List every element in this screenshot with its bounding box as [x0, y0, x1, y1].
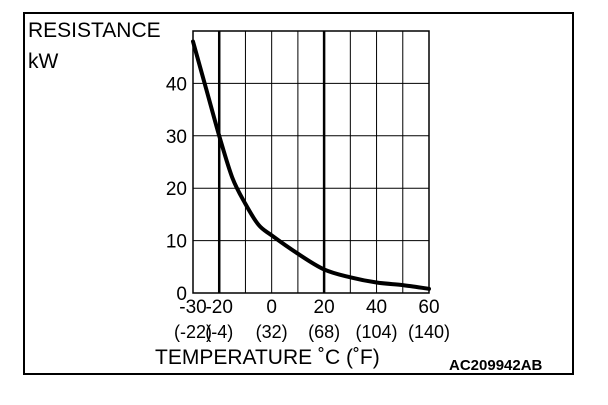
- x-tick-label-f: (68): [308, 322, 340, 342]
- x-tick-labels: -30-20 0 20 40 60: [179, 297, 439, 318]
- y-tick-label: 30: [166, 127, 187, 148]
- x-tick-label-f: (140): [408, 322, 450, 342]
- x-axis-label: TEMPERATURE ˚C (˚F): [155, 346, 380, 369]
- x-tick-label-f: (104): [356, 322, 398, 342]
- figure-border: [23, 12, 574, 375]
- x-tick-label: 60: [418, 297, 439, 318]
- x-tick-label: -20: [205, 297, 232, 318]
- x-tick-labels-fahrenheit: (-22)(-4) (32) (68) (104) (140): [174, 322, 450, 342]
- x-tick-label: 20: [314, 297, 335, 318]
- y-tick-label: 40: [166, 74, 187, 95]
- y-tick-label: 10: [166, 232, 187, 253]
- x-tick-label-f: (-22): [174, 322, 212, 342]
- series-layer: [191, 39, 431, 291]
- x-tick-label: 40: [366, 297, 387, 318]
- y-tick-label: 20: [166, 179, 187, 200]
- plot-frame: [192, 30, 430, 294]
- plot-border: [192, 30, 430, 294]
- x-tick-label-f: (32): [256, 322, 288, 342]
- grid: [193, 31, 429, 293]
- y-axis-unit: kW: [28, 50, 59, 73]
- y-axis-label: RESISTANCE: [28, 19, 161, 42]
- x-tick-label-f: (-4): [205, 322, 233, 342]
- figure-code: AC209942AB: [449, 357, 543, 374]
- x-tick-label: 0: [266, 297, 277, 318]
- x-tick-label: -30: [179, 297, 206, 318]
- resistance-curve: [191, 39, 431, 291]
- y-tick-labels: 0 10 20 30 40: [166, 74, 187, 305]
- y-tick-label: 0: [176, 284, 187, 305]
